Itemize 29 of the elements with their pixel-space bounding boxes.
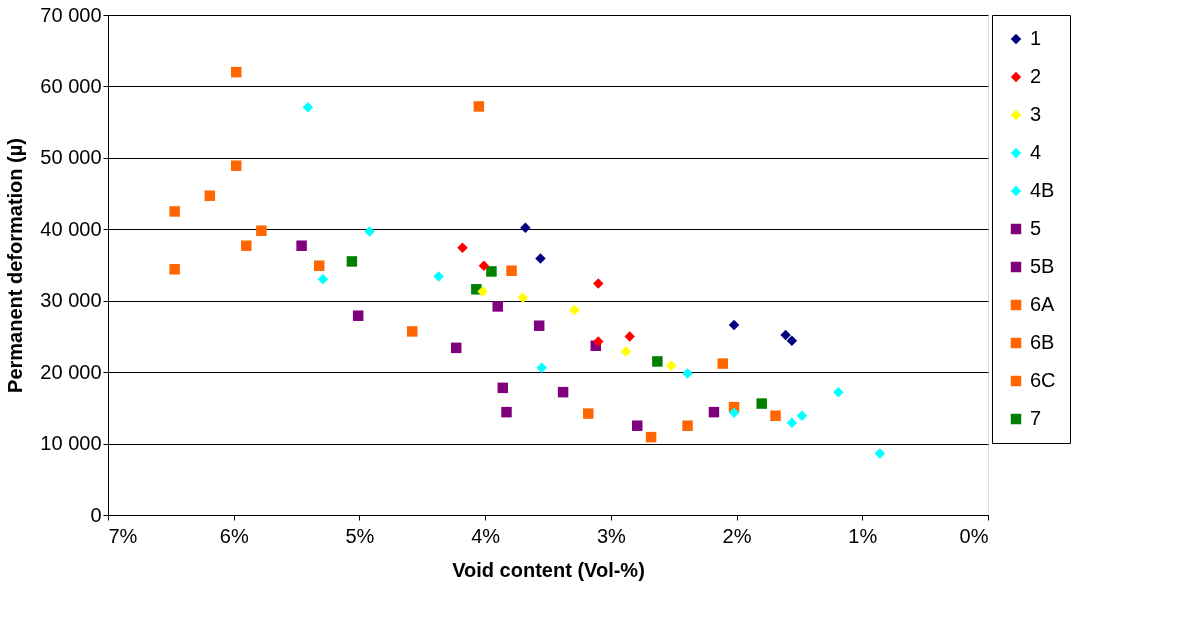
y-tick-label: 60 000 [40,74,102,97]
y-axis-title: Permanent deformation (µ) [4,138,27,393]
x-tick-label: 2% [722,524,752,547]
x-tick-label: 6% [219,524,249,547]
legend-label: 2 [1030,65,1042,87]
x-axis-title: Void content (Vol-%) [452,558,645,581]
legend-label: 4B [1030,179,1055,201]
legend-label: 3 [1030,103,1042,125]
y-tick-label: 70 000 [40,3,102,26]
y-tick-label: 0 [90,503,102,526]
x-tick-label: 0% [959,524,989,547]
x-tick-label: 1% [848,524,878,547]
legend-label: 6A [1030,293,1056,315]
legend-label: 6B [1030,331,1055,353]
y-tick-label: 40 000 [40,217,102,240]
legend-label: 5 [1030,217,1042,239]
x-tick-label: 3% [596,524,627,547]
y-tick-label: 10 000 [40,432,102,455]
x-tick-label: 4% [471,524,501,547]
x-tick-label: 5% [345,524,375,547]
legend-label: 5B [1030,255,1055,277]
legend-label: 4 [1030,141,1042,163]
legend-label: 7 [1030,407,1042,429]
y-tick-label: 30 000 [40,289,102,312]
y-tick-label: 50 000 [40,146,102,169]
x-tick-label: 7% [108,524,138,547]
legend-label: 6C [1030,369,1056,391]
legend-label: 1 [1030,27,1042,49]
y-tick-label: 20 000 [40,360,102,383]
